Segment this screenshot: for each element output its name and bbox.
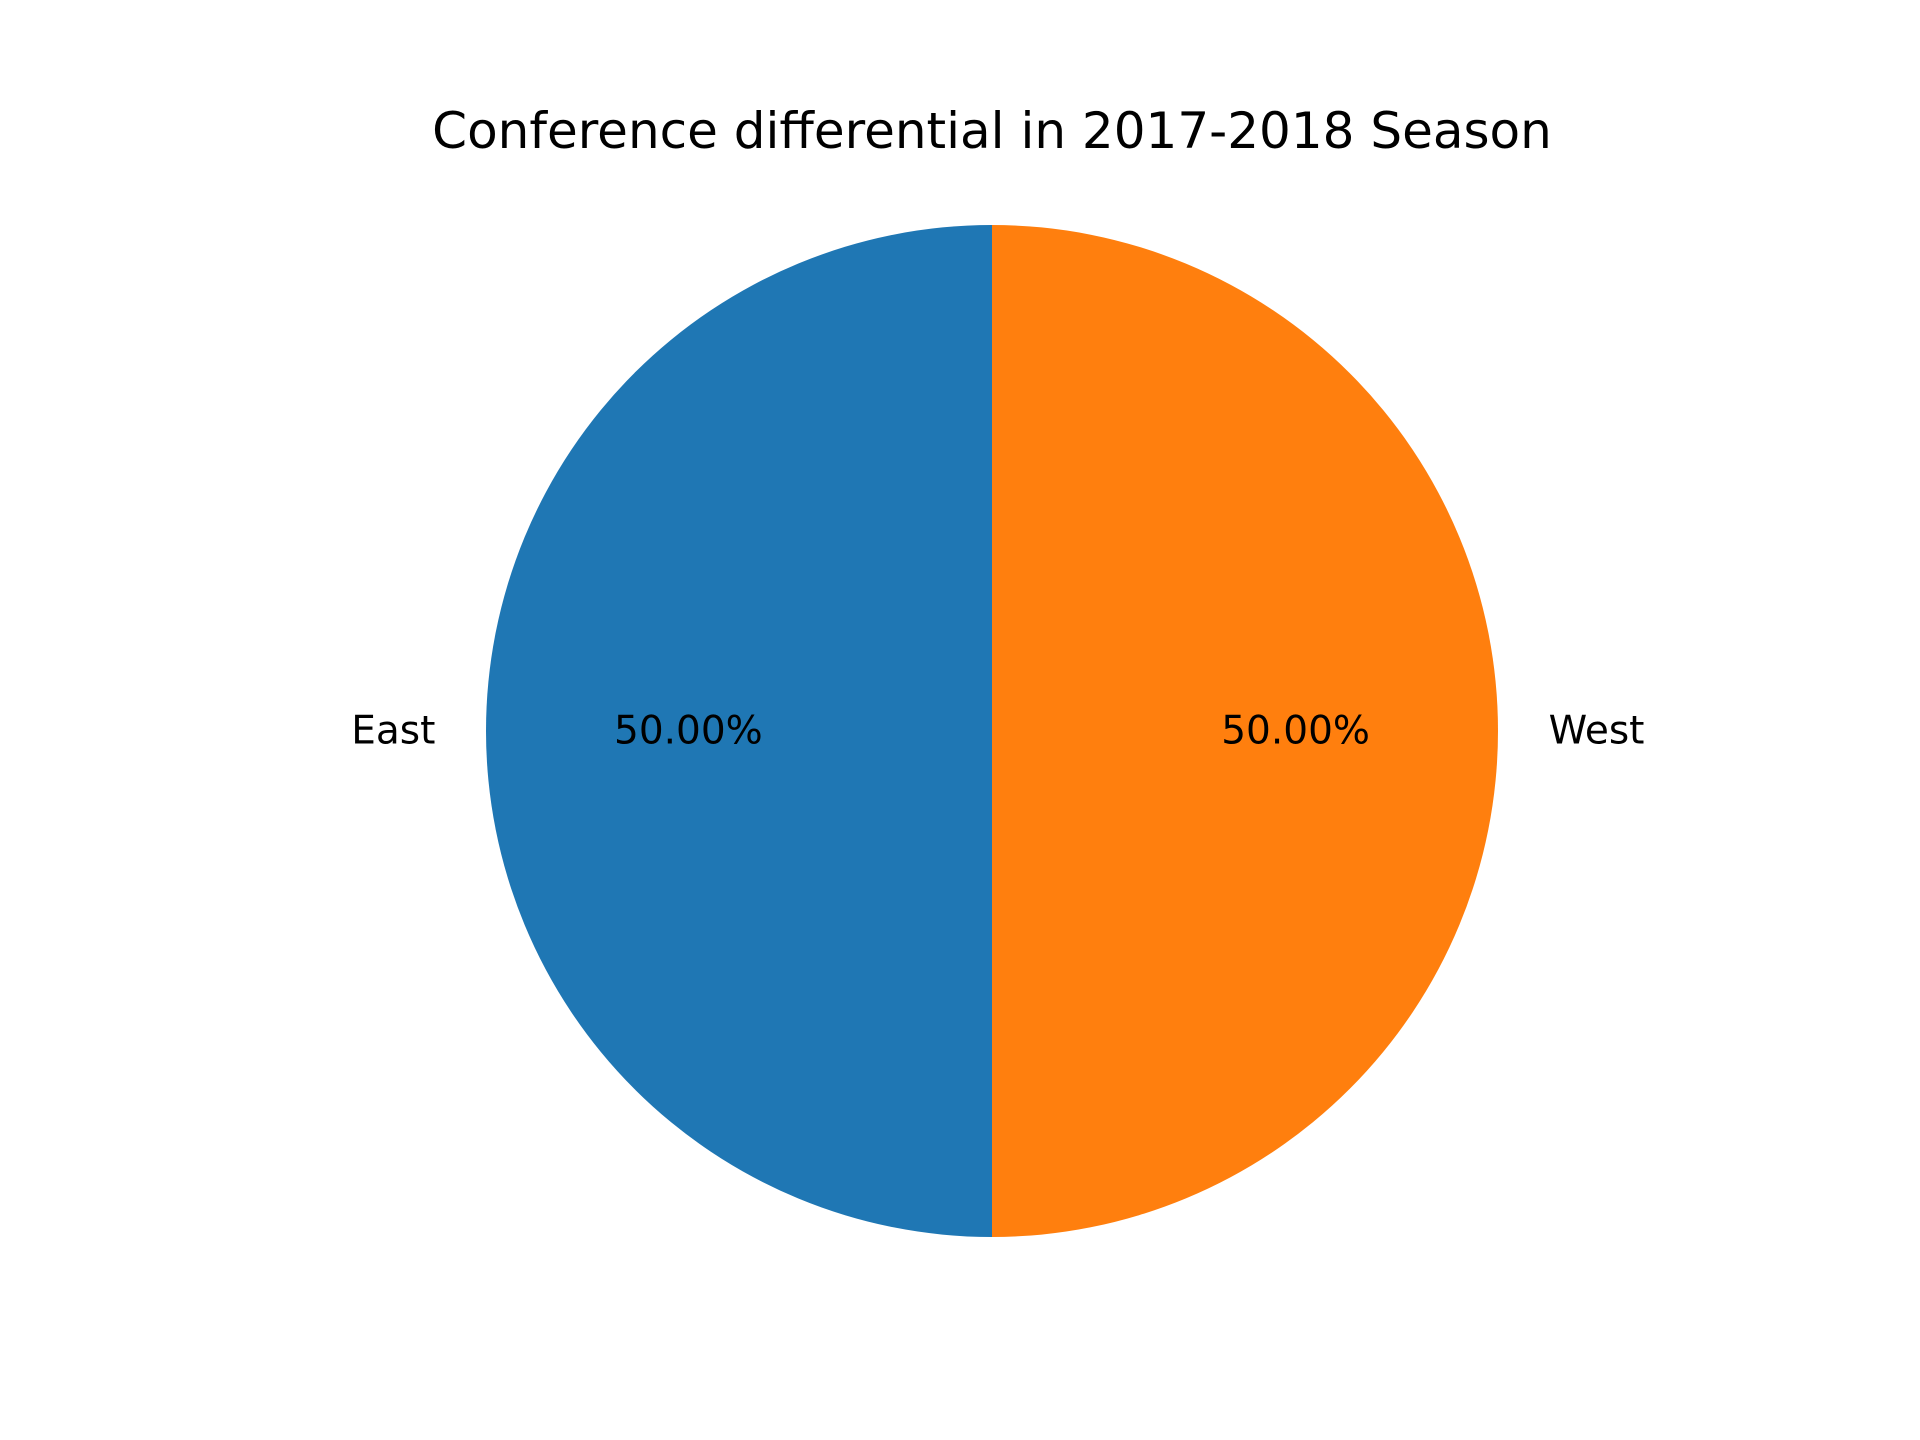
- pie-slice-west: [992, 225, 1498, 1237]
- chart-title: Conference differential in 2017-2018 Sea…: [432, 102, 1552, 160]
- slice-label-west: West: [1549, 709, 1645, 754]
- slice-percent-east: 50.00%: [614, 709, 763, 754]
- slice-label-east: East: [351, 709, 435, 754]
- pie-slices: [486, 225, 1498, 1237]
- pie-labels: East 50.00% West 50.00%: [351, 709, 1644, 754]
- pie-slice-east: [486, 225, 992, 1237]
- slice-percent-west: 50.00%: [1221, 709, 1370, 754]
